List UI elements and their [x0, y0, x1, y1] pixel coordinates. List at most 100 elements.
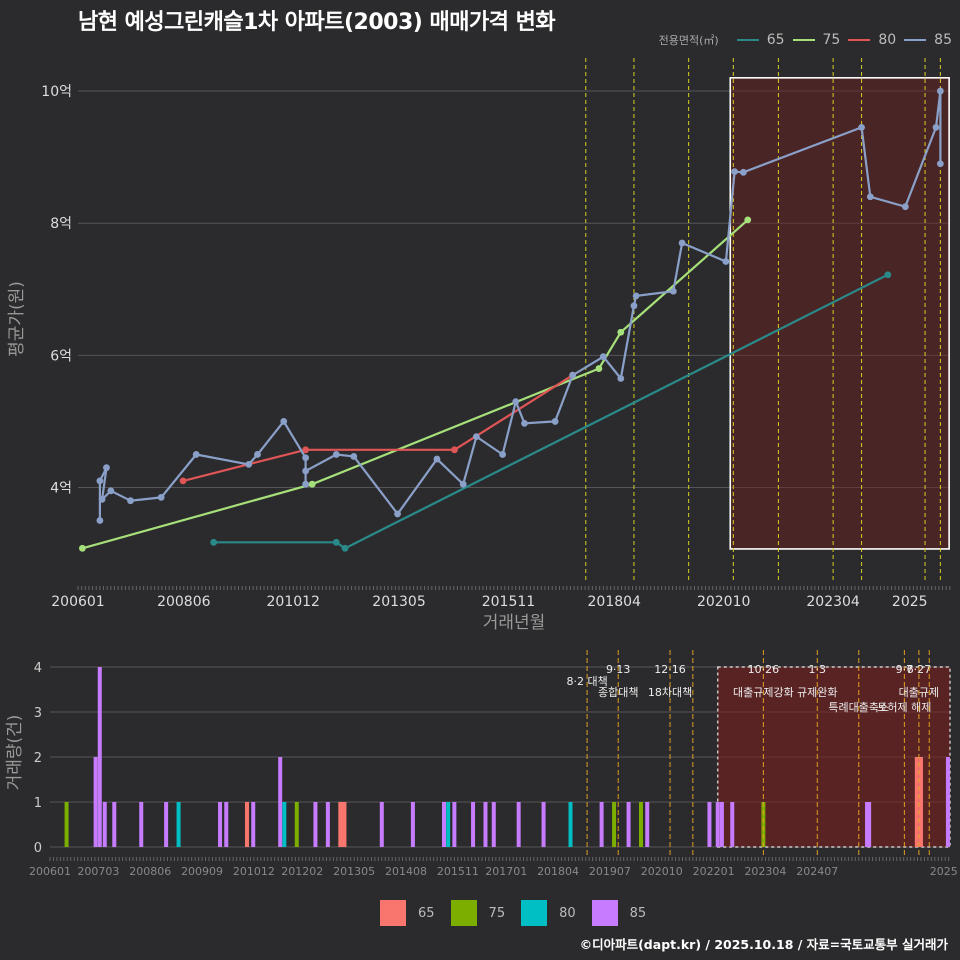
- volume-bar-65: [245, 802, 250, 847]
- policy-date-label: 10·26: [748, 663, 780, 676]
- data-point-75: [308, 480, 316, 488]
- legend-bottom-item-80: 80: [521, 900, 576, 926]
- policy-name-label: 종합대책: [598, 686, 638, 699]
- volume-bar-85: [707, 802, 712, 847]
- footer-credit: ©디아파트(dapt.kr) / 2025.10.18 / 자료=국토교통부 실…: [579, 937, 948, 952]
- x-tick-label: 202201: [693, 865, 735, 878]
- y-axis-title: 평균가(원): [7, 281, 27, 357]
- legend-bottom-item-85: 85: [591, 900, 646, 926]
- legend-top: 전용면적(㎡) 65 75 80 85: [659, 32, 952, 48]
- volume-bar-85: [730, 802, 735, 847]
- data-point-85: [96, 477, 104, 485]
- series-line-80: [182, 374, 574, 482]
- data-point-85: [932, 123, 940, 131]
- data-point-65: [341, 544, 349, 552]
- legend-swatch-80: [521, 900, 548, 926]
- volume-bar-80: [446, 802, 451, 847]
- policy-date-label: 9·7: [896, 663, 914, 676]
- data-point-85: [302, 454, 310, 462]
- volume-chart: 0 1 2 3 4 8·2 대책9·13 종합대책 12·16 18차대책 10·26 대출규제강화…: [5, 650, 958, 878]
- y-tick-label: 10억: [41, 84, 72, 100]
- legend-bottom-label-65: 65: [418, 905, 435, 921]
- x-tick-label: 201408: [385, 865, 427, 878]
- y-tick-label: 2: [34, 751, 42, 766]
- volume-bar-65: [340, 802, 345, 847]
- data-point-80: [302, 446, 310, 454]
- data-point-85: [731, 168, 739, 176]
- y-tick-label: 4: [34, 661, 42, 676]
- x-tick-label: 200806: [129, 865, 171, 878]
- volume-bar-65: [342, 802, 347, 847]
- data-point-85: [617, 375, 625, 382]
- data-point-85: [678, 239, 686, 247]
- legend-line-65: [736, 39, 759, 41]
- policy-name-label: 규제완화: [797, 686, 837, 699]
- x-tick-label: 200806: [157, 594, 211, 610]
- x-tick-label: 201012: [233, 865, 275, 878]
- data-point-85: [901, 203, 909, 211]
- volume-bar-85: [97, 667, 102, 847]
- legend-label-85: 85: [934, 32, 952, 48]
- x-tick-label: 200601: [51, 594, 104, 610]
- volume-bar-85: [379, 802, 384, 847]
- data-point-85: [302, 467, 310, 475]
- volume-bar-85: [224, 802, 229, 847]
- data-point-85: [858, 123, 865, 131]
- x-tick-label: 202010: [697, 594, 750, 610]
- legend-bottom-label-75: 75: [488, 905, 506, 921]
- volume-bar-75: [64, 802, 69, 847]
- volume-bar-85: [93, 757, 98, 847]
- legend-item-85: 85: [904, 32, 952, 48]
- data-point-85: [107, 487, 115, 495]
- data-point-85: [936, 160, 944, 168]
- data-point-85: [103, 464, 110, 472]
- legend-item-75: 75: [792, 32, 840, 48]
- policy-name-label: 특례대출축소: [828, 701, 889, 714]
- volume-bar-85: [410, 802, 415, 847]
- series-line-85: [98, 90, 942, 521]
- data-point-85: [632, 292, 640, 300]
- volume-bar-85: [719, 802, 724, 847]
- legend-bottom-item-65: 65: [380, 900, 435, 926]
- legend-item-65: 65: [736, 32, 785, 48]
- x-tick-label: 202407: [796, 865, 838, 878]
- policy-name-label: 대출규제강화: [733, 686, 794, 699]
- x-tick-label: 202304: [744, 865, 786, 878]
- data-point-85: [499, 451, 507, 458]
- legend-bottom: 65 75 80 85: [380, 900, 662, 926]
- data-point-80: [179, 477, 187, 485]
- x-tick-label: 201305: [372, 594, 425, 610]
- x-tick-label: 201305: [333, 865, 375, 878]
- volume-bar-85: [491, 802, 496, 847]
- legend-label-65: 65: [766, 32, 785, 48]
- data-point-85: [936, 87, 944, 95]
- data-point-85: [350, 453, 358, 460]
- legend-line-80: [848, 39, 871, 41]
- x-tick-label: 2025: [892, 594, 928, 610]
- data-point-65: [332, 538, 340, 546]
- data-point-85: [280, 418, 288, 425]
- data-point-65: [210, 538, 218, 546]
- data-point-85: [669, 287, 677, 295]
- volume-bar-85: [599, 802, 604, 847]
- data-point-85: [512, 398, 520, 405]
- data-point-85: [98, 495, 106, 503]
- x-tick-label: 201511: [482, 594, 535, 610]
- x-tick-label: 202304: [806, 594, 860, 610]
- volume-bar-85: [471, 802, 476, 847]
- volume-bar-75: [612, 802, 617, 847]
- x-tick-label: 201804: [588, 594, 642, 610]
- volume-bar-85: [251, 802, 256, 847]
- volume-bar-85: [442, 802, 447, 847]
- policy-name-label: 8·2 대책: [566, 675, 607, 688]
- policy-date-label: 9·13: [606, 663, 631, 676]
- policy-name-label: 대출규제: [899, 686, 939, 699]
- data-point-75: [744, 216, 752, 224]
- volume-bar-85: [325, 802, 330, 847]
- data-point-85: [472, 433, 480, 441]
- policy-name-label: 토허제 해제: [877, 700, 931, 714]
- volume-bar-85: [112, 802, 117, 847]
- legend-swatch-65: [380, 900, 406, 926]
- data-point-65: [884, 271, 892, 279]
- volume-bar-85: [218, 802, 223, 847]
